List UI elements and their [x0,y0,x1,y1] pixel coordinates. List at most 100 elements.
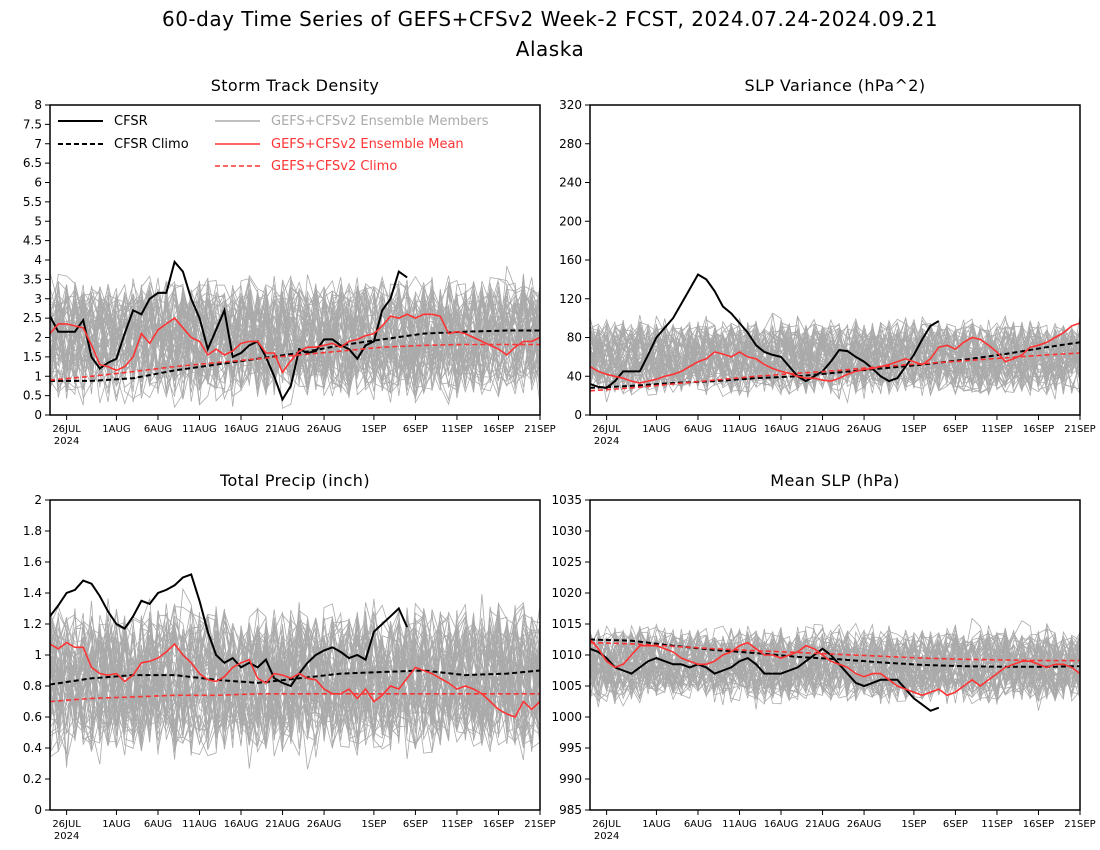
series-cfsr [50,259,408,402]
x-tick-label: 16SEP [1023,424,1054,435]
y-tick-label: 0.2 [23,772,42,786]
x-tick-label: 11AUG [182,424,217,435]
x-tick-label: 1SEP [901,819,926,830]
x-tick-label: 21SEP [524,424,555,435]
panel-3: Total Precip (inch) 0 0.2 0.4 0.6 0.8 1 1.2 1.4 1… [23,471,556,842]
panel-2: SLP Variance (hPa^2) 0 40 80 120 160 200 240 280… [559,76,1096,447]
x-tick-label: 16AUG [764,819,799,830]
series-cfsr-climo [590,341,1080,389]
ensemble-member-line [590,626,1080,696]
y-tick-label: 320 [559,98,582,112]
series-cfsr [590,647,940,712]
ensemble-member-line [50,610,540,757]
y-tick-label: 0.8 [23,679,42,693]
ensemble-member-line [590,324,1080,391]
figure-title: 60-day Time Series of GEFS+CFSv2 Week-2 … [162,7,938,31]
y-tick-label: 1010 [551,648,582,662]
x-year-label: 2024 [54,436,79,447]
x-year-label: 2024 [594,436,619,447]
y-tick-label: 3.5 [23,272,42,286]
x-tick-label: 11AUG [722,819,757,830]
y-tick-label: 1 [34,369,42,383]
ensemble-member-line [590,323,1080,393]
x-tick-label: 1AUG [642,424,670,435]
y-tick-label: 0 [34,803,42,817]
x-tick-label: 16SEP [483,424,514,435]
ensemble-member-line [50,281,540,387]
x-tick-label: 6AUG [144,424,172,435]
y-tick-label: 0 [34,408,42,422]
y-tick-label: 985 [559,803,582,817]
ensemble-member-line [50,609,540,744]
x-tick-label: 21AUG [805,819,840,830]
x-tick-label: 11SEP [981,424,1012,435]
panels-group: Storm Track Density 0 0.5 1 1.5 2 2.5 3 3.5 4 4.5 5… [23,76,1096,842]
ensemble-member-line [590,326,1080,391]
y-tick-label: 8 [34,98,42,112]
x-tick-label: 6SEP [943,819,968,830]
legend-label: CFSR [114,114,148,129]
ensemble-member-line [50,617,540,753]
y-tick-label: 0.6 [23,710,42,724]
series-gefs-cfsv2-ensemble-mean [50,313,540,375]
legend-label: GEFS+CFSv2 Ensemble Mean [271,137,464,152]
series-group [590,273,1080,392]
x-tick-label: 1SEP [901,424,926,435]
legend-label: GEFS+CFSv2 Ensemble Members [271,114,489,129]
series-cfsr-climo [50,329,540,382]
y-tick-label: 1 [34,648,42,662]
x-tick-label: 6SEP [403,424,428,435]
x-tick-label: 26JUL [52,819,81,830]
y-tick-label: 80 [567,331,582,345]
x-tick-label: 16AUG [224,424,259,435]
x-tick-label: 21AUG [265,424,300,435]
ensemble-member-line [50,611,540,754]
y-tick-label: 7.5 [23,117,42,131]
panel-4: Mean SLP (hPa) 985 990 995 1000 1005 1010 1015 1… [551,471,1095,842]
x-tick-label: 16AUG [224,819,259,830]
x-tick-label: 21AUG [265,819,300,830]
ensemble-member-line [590,630,1080,703]
x-tick-label: 6SEP [943,424,968,435]
y-tick-label: 1005 [551,679,582,693]
series-group [590,638,1080,712]
y-tick-label: 1.2 [23,617,42,631]
ensemble-member-line [50,615,540,758]
ensemble-member-line [50,274,540,392]
series-gefs-cfsv2-climo [50,692,540,703]
x-tick-label: 21SEP [1064,424,1095,435]
x-tick-label: 6AUG [144,819,172,830]
panel-1: Storm Track Density 0 0.5 1 1.5 2 2.5 3 3.5 4 4.5 5… [23,76,556,447]
ensemble-member-line [50,280,540,394]
y-tick-label: 240 [559,176,582,190]
y-tick-label: 1.6 [23,555,42,569]
x-tick-label: 11SEP [441,819,472,830]
series-gefs-cfsv2-ensemble-mean [50,641,540,718]
legend-label: GEFS+CFSv2 Climo [271,159,397,174]
x-tick-label: 16AUG [764,424,799,435]
series-cfsr [50,573,409,688]
x-tick-label: 26AUG [307,424,342,435]
legend-label: CFSR Climo [114,137,189,152]
y-tick-label: 990 [559,772,582,786]
x-tick-label: 21SEP [1064,819,1095,830]
x-tick-label: 21AUG [805,424,840,435]
y-tick-label: 5 [34,214,42,228]
x-tick-label: 11AUG [182,819,217,830]
panel-title: Total Precip (inch) [219,471,370,490]
y-tick-label: 2 [34,331,42,345]
ensemble-member-line [50,286,540,399]
x-tick-label: 1AUG [102,424,130,435]
x-tick-label: 11SEP [441,424,472,435]
series-gefs-cfsv2-ensemble-mean [590,322,1080,384]
y-tick-label: 0.5 [23,389,42,403]
y-tick-label: 1025 [551,555,582,569]
x-tick-label: 1AUG [102,819,130,830]
x-tick-label: 26AUG [847,819,882,830]
ensemble-member-line [50,610,540,743]
x-tick-label: 11SEP [981,819,1012,830]
x-tick-label: 16SEP [483,819,514,830]
y-tick-label: 1000 [551,710,582,724]
ensemble-member-line [590,628,1080,701]
figure-subtitle-region: Alaska [516,37,584,61]
